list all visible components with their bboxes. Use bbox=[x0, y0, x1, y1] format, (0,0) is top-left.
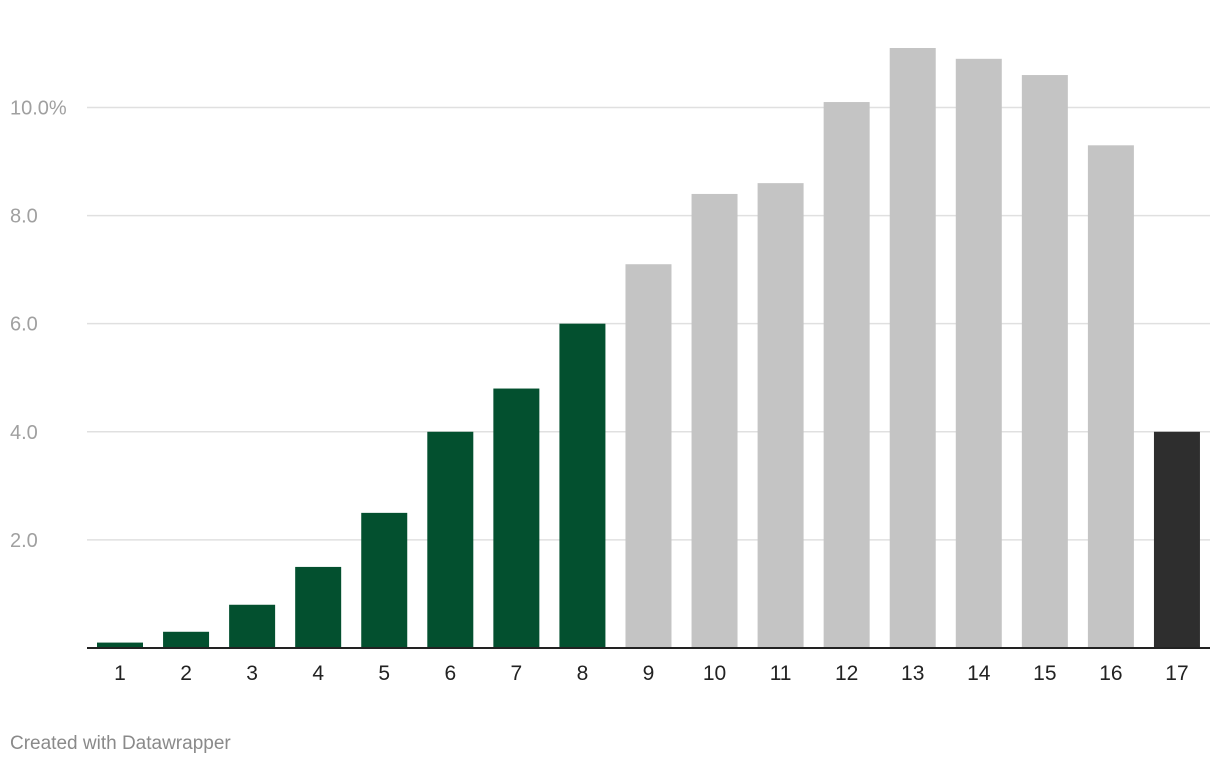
x-tick-label: 3 bbox=[246, 662, 258, 685]
credit-text: Created with Datawrapper bbox=[10, 733, 231, 754]
y-tick-label: 4.0 bbox=[10, 422, 38, 444]
x-tick-label: 5 bbox=[378, 662, 390, 685]
x-tick-label: 1 bbox=[114, 662, 126, 685]
bar-16 bbox=[1087, 145, 1134, 649]
bar-11 bbox=[757, 183, 804, 648]
x-tick-label: 12 bbox=[835, 662, 858, 685]
bar-9 bbox=[625, 264, 672, 648]
x-tick-label: 9 bbox=[643, 662, 655, 685]
bar-6 bbox=[427, 431, 474, 648]
bar-14 bbox=[955, 58, 1002, 649]
bars bbox=[97, 48, 1200, 649]
x-tick-label: 14 bbox=[967, 662, 991, 685]
x-tick-label: 11 bbox=[770, 662, 792, 685]
x-tick-label: 16 bbox=[1099, 662, 1122, 685]
y-tick-label: 6.0 bbox=[10, 314, 38, 336]
bar-5 bbox=[361, 512, 408, 648]
bar-13 bbox=[889, 48, 936, 648]
x-tick-label: 7 bbox=[511, 662, 523, 685]
bar-12 bbox=[823, 102, 870, 649]
bar-1 bbox=[97, 642, 143, 648]
bar-4 bbox=[295, 566, 342, 648]
x-tick-label: 10 bbox=[703, 662, 726, 685]
x-tick-label: 17 bbox=[1165, 662, 1188, 685]
y-tick-label: 2.0 bbox=[10, 530, 38, 552]
y-tick-label: 10.0% bbox=[10, 97, 67, 119]
bar-17 bbox=[1153, 431, 1200, 648]
bar-15 bbox=[1021, 75, 1068, 648]
bar-7 bbox=[493, 388, 540, 648]
x-tick-label: 15 bbox=[1033, 662, 1056, 685]
x-tick-label: 8 bbox=[577, 662, 589, 685]
y-tick-label: 8.0 bbox=[10, 206, 38, 228]
x-tick-label: 13 bbox=[901, 662, 924, 685]
x-tick-labels: 1 2 3 4 5 6 7 8 9 10 11 12 13 14 15 16 17 bbox=[114, 662, 1188, 685]
bar-chart: 2.04.06.08.010.0% 1 2 3 4 5 6 7 8 9 10 11 12 13 14 15 1… bbox=[10, 48, 1210, 685]
bar-8 bbox=[559, 323, 606, 648]
x-tick-label: 2 bbox=[180, 662, 192, 685]
bar-2 bbox=[163, 631, 210, 648]
bar-3 bbox=[229, 604, 276, 648]
x-tick-label: 6 bbox=[444, 662, 456, 685]
bar-10 bbox=[691, 193, 738, 648]
x-tick-label: 4 bbox=[312, 662, 324, 685]
